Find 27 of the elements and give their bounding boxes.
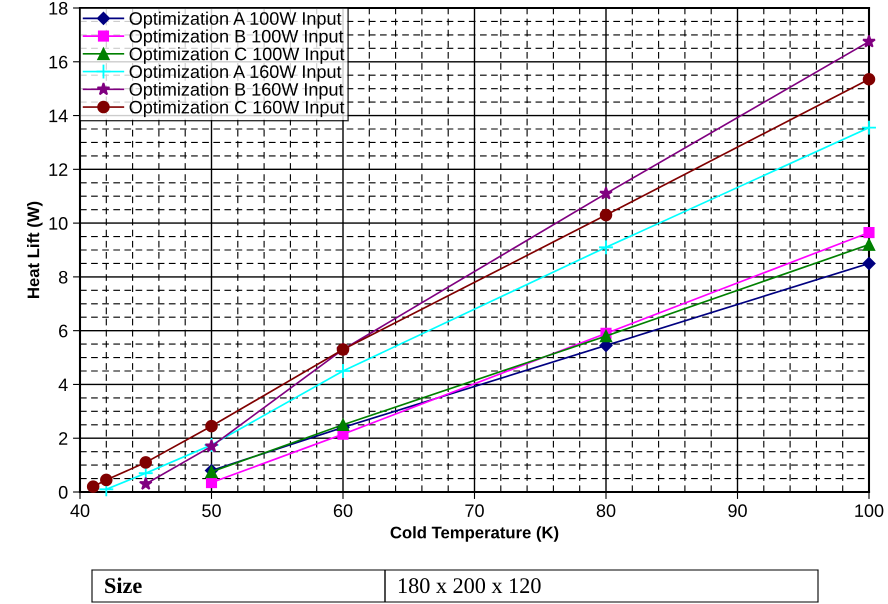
y-tick-label: 8 xyxy=(58,270,68,284)
y-tick-label: 2 xyxy=(59,432,68,445)
y-tick-label: 12 xyxy=(49,163,68,176)
legend-label: Optimization A 160W Input xyxy=(130,64,342,82)
legend-label: Optimization C 100W Input xyxy=(130,47,344,64)
x-tick-label: 90 xyxy=(728,504,747,518)
y-tick-label: 10 xyxy=(49,217,68,230)
legend-label: Optimization B 160W Input xyxy=(130,82,344,100)
y-tick-label: 4 xyxy=(58,378,68,391)
text: 180 x 200 x 120 xyxy=(398,578,541,594)
legend-label: Optimization C 160W Input xyxy=(130,100,344,118)
y-tick-label: 16 xyxy=(49,56,68,68)
legend-label: Optimization B 100W Input xyxy=(130,29,344,46)
y-axis-title: Heat Lift (W) xyxy=(27,202,43,298)
text: Size xyxy=(105,578,142,594)
x-tick-label: 40 xyxy=(70,504,90,518)
legend-label: Optimization A 100W Input xyxy=(130,12,342,28)
x-axis-title: Cold Temperature (K) xyxy=(390,526,558,542)
y-tick-label: 0 xyxy=(58,486,68,499)
y-tick-label: 6 xyxy=(59,324,68,338)
y-tick-label: 18 xyxy=(49,2,68,15)
x-tick-label: 100 xyxy=(855,504,884,518)
x-tick-label: 70 xyxy=(465,504,484,518)
y-tick-label: 14 xyxy=(49,110,68,122)
x-tick-label: 80 xyxy=(596,504,616,518)
x-tick-label: 60 xyxy=(334,504,352,518)
x-tick-label: 50 xyxy=(202,504,221,518)
